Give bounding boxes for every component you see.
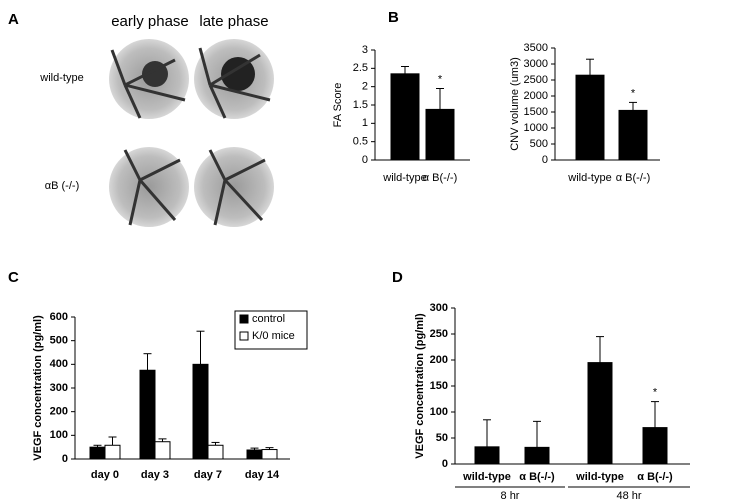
bar xyxy=(425,108,455,161)
panel-label: C xyxy=(8,269,19,286)
y-tick-label: 50 xyxy=(436,432,448,444)
x-tick-label: day 7 xyxy=(194,469,222,481)
bar xyxy=(192,363,209,460)
row-label: wild-type xyxy=(39,72,83,84)
legend-label: K/0 mice xyxy=(252,330,295,342)
y-axis-label: VEGF concentration (pg/ml) xyxy=(414,313,426,459)
y-tick-label: 1000 xyxy=(524,122,548,134)
panel-label: D xyxy=(392,269,403,286)
bar xyxy=(207,444,224,460)
bar xyxy=(575,74,605,161)
column-label: early phase xyxy=(111,13,189,30)
significance-mark: * xyxy=(631,87,636,99)
y-tick-label: 100 xyxy=(430,406,448,418)
y-tick-label: 1.5 xyxy=(353,99,368,111)
column-label: late phase xyxy=(199,13,268,30)
y-tick-label: 2.5 xyxy=(353,62,368,74)
y-tick-label: 3500 xyxy=(524,42,548,54)
y-tick-label: 1 xyxy=(362,117,368,129)
x-tick-label: wild-type xyxy=(462,471,511,483)
y-tick-label: 2500 xyxy=(524,74,548,86)
y-axis-label: FA Score xyxy=(332,83,344,128)
bar xyxy=(139,369,156,460)
bar xyxy=(618,109,648,161)
y-tick-label: 500 xyxy=(530,138,548,150)
x-tick-label: day 0 xyxy=(91,469,119,481)
y-tick-label: 0 xyxy=(442,458,448,470)
bar xyxy=(524,446,550,465)
bar xyxy=(154,441,171,460)
bar xyxy=(390,73,420,161)
legend-swatch xyxy=(239,314,249,324)
legend-swatch xyxy=(239,331,249,341)
fundus-images xyxy=(109,39,274,227)
x-tick-label: α B(-/-) xyxy=(616,172,650,184)
y-tick-label: 100 xyxy=(50,429,68,441)
legend-label: control xyxy=(252,313,285,325)
panel-label: B xyxy=(388,9,399,26)
x-tick-label: wild-type xyxy=(567,172,611,184)
bar xyxy=(642,427,668,465)
y-tick-label: 600 xyxy=(50,311,68,323)
x-tick-label: α B(-/-) xyxy=(637,471,673,483)
bar xyxy=(89,446,106,460)
x-tick-label: wild-type xyxy=(575,471,624,483)
y-tick-label: 400 xyxy=(50,358,68,370)
y-tick-label: 3000 xyxy=(524,58,548,70)
y-tick-label: 300 xyxy=(50,382,68,394)
bar xyxy=(587,362,613,465)
y-tick-label: 1500 xyxy=(524,106,548,118)
x-tick-label: wild-type xyxy=(382,172,426,184)
bar xyxy=(261,449,278,460)
y-tick-label: 0 xyxy=(542,154,548,166)
significance-mark: * xyxy=(438,73,443,85)
group-label: 8 hr xyxy=(501,490,520,502)
y-tick-label: 500 xyxy=(50,335,68,347)
y-tick-label: 300 xyxy=(430,302,448,314)
y-tick-label: 0 xyxy=(62,453,68,465)
x-tick-label: α B(-/-) xyxy=(423,172,457,184)
bar xyxy=(474,446,500,465)
y-tick-label: 2 xyxy=(362,81,368,93)
bar xyxy=(246,449,263,460)
x-tick-label: day 14 xyxy=(245,469,280,481)
bar xyxy=(104,444,121,460)
y-tick-label: 3 xyxy=(362,44,368,56)
group-label: 48 hr xyxy=(616,490,641,502)
y-tick-label: 200 xyxy=(430,354,448,366)
y-tick-label: 0 xyxy=(362,154,368,166)
y-axis-label: CNV volume (um3) xyxy=(509,57,521,151)
y-tick-label: 150 xyxy=(430,380,448,392)
y-tick-label: 2000 xyxy=(524,90,548,102)
x-tick-label: α B(-/-) xyxy=(519,471,555,483)
panel-label: A xyxy=(8,11,19,28)
y-tick-label: 200 xyxy=(50,406,68,418)
x-tick-label: day 3 xyxy=(141,469,169,481)
y-tick-label: 0.5 xyxy=(353,136,368,148)
row-label: αB (-/-) xyxy=(45,180,79,192)
significance-mark: * xyxy=(653,387,658,399)
y-axis-label: VEGF concentration (pg/ml) xyxy=(32,315,44,461)
y-tick-label: 250 xyxy=(430,328,448,340)
